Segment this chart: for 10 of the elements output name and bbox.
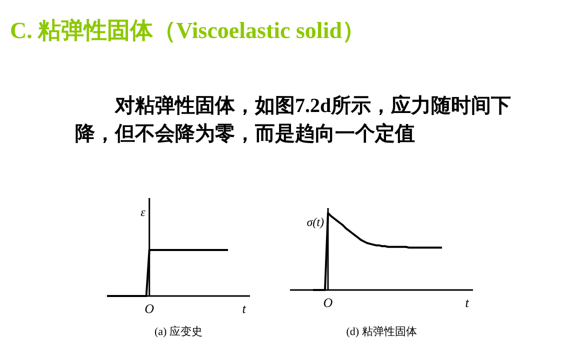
text: O xyxy=(144,301,155,316)
text: (a) 应变史 xyxy=(154,325,202,338)
y-axis-title: ε xyxy=(140,205,146,219)
y-axis-title: σ(t) xyxy=(306,215,324,229)
text: O xyxy=(323,295,334,310)
x-axis-title: t xyxy=(465,295,470,310)
text: (d) 粘弹性固体 xyxy=(346,325,417,338)
text: C. 粘弹性固体（Viscoelastic solid） xyxy=(10,18,365,43)
text: 对粘弹性固体，如图7.2d所示，应力随时间下降，但不会降为零，而是趋向一个定值 xyxy=(75,94,512,147)
x-axis-title: t xyxy=(242,301,246,316)
